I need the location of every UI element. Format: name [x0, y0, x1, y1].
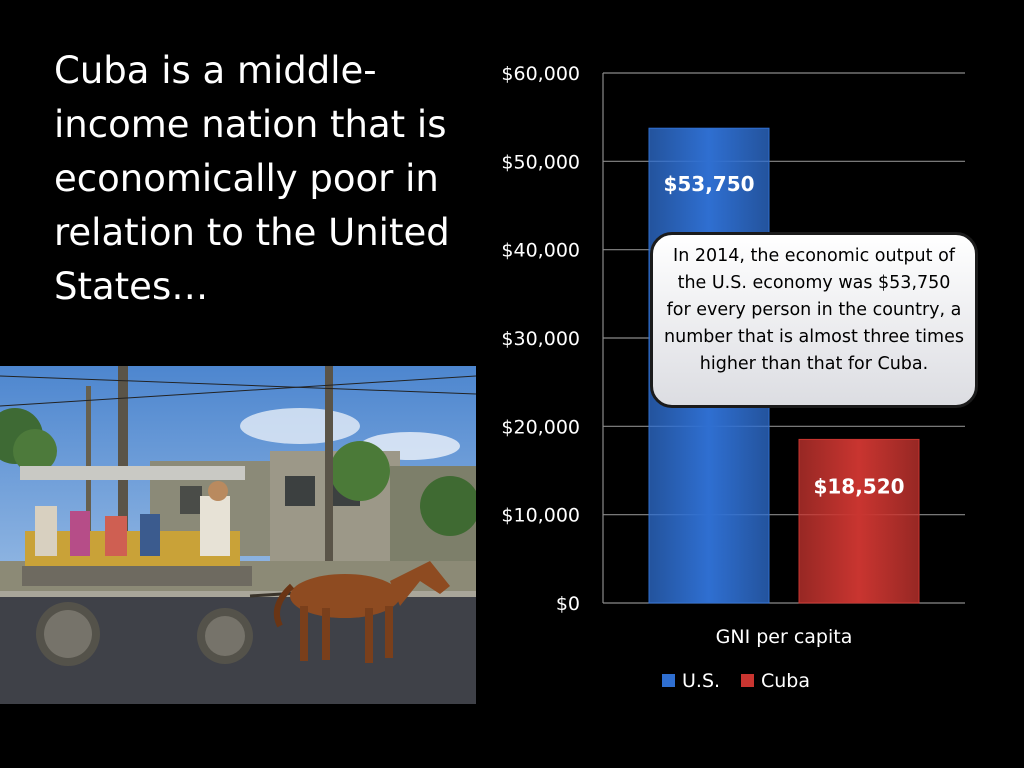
- y-tick-label: $50,000: [501, 151, 580, 173]
- slide-title: Cuba is a middle-income nation that is e…: [54, 49, 450, 308]
- data-label: $18,520: [813, 474, 904, 498]
- legend-label: U.S.: [682, 670, 720, 692]
- legend-swatch: [741, 674, 754, 687]
- y-tick-label: $40,000: [501, 240, 580, 262]
- y-tick-label: $20,000: [501, 416, 580, 438]
- y-tick-label: $60,000: [501, 63, 580, 85]
- legend-swatch: [662, 674, 675, 687]
- horse-cart-photo: [0, 366, 476, 704]
- y-tick-label: $30,000: [501, 328, 580, 350]
- x-category-label: GNI per capita: [716, 626, 853, 648]
- callout-note: In 2014, the economic output of the U.S.…: [650, 232, 978, 408]
- legend-label: Cuba: [761, 670, 810, 692]
- y-tick-label: $10,000: [501, 505, 580, 527]
- y-tick-label: $0: [556, 593, 580, 615]
- bar-cuba: [798, 438, 920, 604]
- data-label: $53,750: [663, 172, 754, 196]
